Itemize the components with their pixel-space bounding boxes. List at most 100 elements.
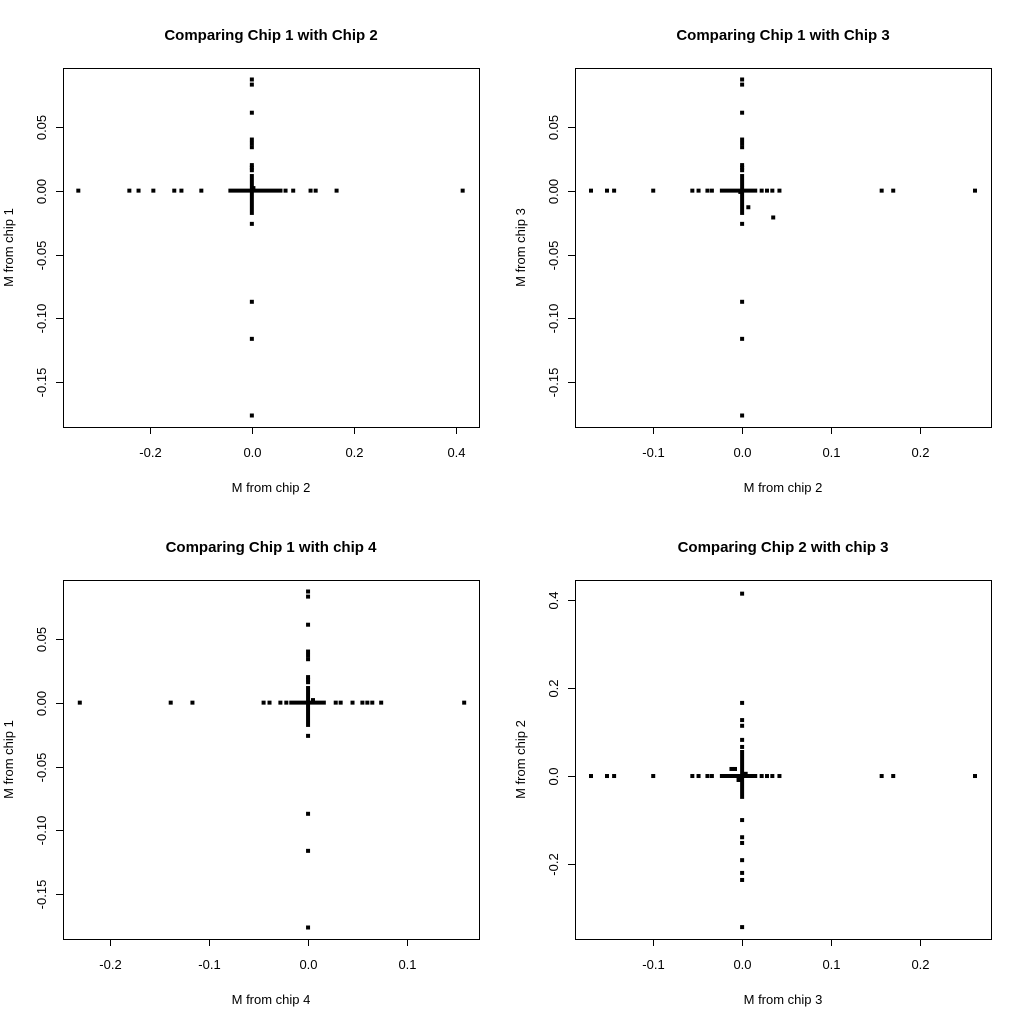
data-point <box>460 188 465 193</box>
x-tick-label: 0.2 <box>911 445 929 460</box>
y-tick-label: 0.00 <box>546 179 561 204</box>
data-point <box>759 774 764 779</box>
data-point <box>740 925 745 930</box>
y-tick-label: 0.05 <box>34 627 49 652</box>
data-point <box>973 188 977 193</box>
data-point <box>612 188 617 193</box>
data-point <box>765 188 769 193</box>
data-point <box>709 774 714 779</box>
y-axis-label: M from chip 3 <box>513 208 528 287</box>
x-tick-label: 0.0 <box>733 957 751 972</box>
data-point <box>605 188 609 193</box>
x-tick-label: 0.0 <box>299 957 317 972</box>
data-point <box>249 141 254 146</box>
x-tick-label: -0.1 <box>642 445 664 460</box>
data-point <box>740 163 745 168</box>
data-point <box>765 774 769 779</box>
data-point <box>333 700 338 705</box>
y-tick-label: -0.05 <box>34 753 49 783</box>
x-tick-label: 0.2 <box>345 445 363 460</box>
data-point <box>306 675 311 680</box>
data-point <box>249 336 254 341</box>
data-point <box>291 188 296 193</box>
data-point <box>770 774 775 779</box>
data-point <box>740 744 745 749</box>
x-tick-label: 0.1 <box>822 957 840 972</box>
y-tick-label: -0.2 <box>546 853 561 875</box>
data-point <box>705 188 710 193</box>
x-tick-label: -0.1 <box>198 957 220 972</box>
x-tick-label: 0.0 <box>733 445 751 460</box>
y-tick-label: 0.00 <box>34 691 49 716</box>
data-point <box>249 82 254 87</box>
data-point <box>740 877 745 882</box>
data-point <box>740 82 745 87</box>
x-tick-label: -0.2 <box>139 445 161 460</box>
y-tick-label: 0.00 <box>34 179 49 204</box>
y-tick-label: 0.4 <box>546 591 561 609</box>
data-point <box>284 700 289 705</box>
y-axis-label: M from chip 1 <box>1 720 16 799</box>
data-point <box>589 188 593 193</box>
data-point <box>891 188 896 193</box>
y-tick-label: -0.15 <box>34 880 49 910</box>
data-point <box>350 700 355 705</box>
data-point <box>740 718 745 723</box>
data-point <box>777 774 782 779</box>
panel-title: Comparing Chip 1 with chip 4 <box>166 539 378 556</box>
data-point <box>172 188 177 193</box>
data-point <box>306 733 311 738</box>
data-point <box>306 589 311 594</box>
data-point <box>283 188 288 193</box>
data-point <box>278 700 283 705</box>
x-tick-label: 0.0 <box>243 445 261 460</box>
data-point <box>267 700 272 705</box>
data-point <box>306 649 311 654</box>
data-point <box>973 774 977 779</box>
y-tick-label: -0.05 <box>546 241 561 271</box>
data-point <box>612 774 617 779</box>
x-axis-label: M from chip 2 <box>744 480 823 495</box>
data-point <box>740 870 745 875</box>
plot-frame <box>63 68 480 428</box>
data-point <box>740 818 745 823</box>
data-point <box>249 221 254 226</box>
panel-3: Comparing Chip 1 with chip 4-0.2 -0.1 0.0 0… <box>1 539 480 1007</box>
data-point <box>306 622 311 627</box>
y-tick-label: 0.0 <box>546 767 561 785</box>
data-point <box>199 188 204 193</box>
data-point <box>651 188 656 193</box>
data-point <box>740 737 745 742</box>
x-tick-label: 0.4 <box>447 445 465 460</box>
data-point <box>249 168 254 173</box>
y-tick-label: -0.10 <box>34 304 49 334</box>
data-point <box>379 700 384 705</box>
y-axis-label: M from chip 1 <box>1 208 16 287</box>
panel-2: Comparing Chip 1 with Chip 3 -0.1 0.0 0.1 0.… <box>513 27 992 495</box>
data-point <box>891 774 896 779</box>
data-point <box>313 188 318 193</box>
data-point <box>746 205 751 210</box>
data-point <box>736 777 741 782</box>
y-tick-label: -0.15 <box>546 368 561 398</box>
data-point <box>249 299 254 304</box>
data-point <box>740 835 745 840</box>
data-point <box>740 145 745 150</box>
data-point <box>249 110 254 115</box>
data-point <box>306 653 311 658</box>
data-point <box>306 594 311 599</box>
data-point <box>740 336 745 341</box>
panel-1: Comparing Chip 1 with Chip 2 -0.2 0.0 0.2 0.… <box>1 27 480 495</box>
data-point <box>462 700 467 705</box>
x-axis-label: M from chip 4 <box>232 992 311 1007</box>
x-axis-label: M from chip 3 <box>744 992 823 1007</box>
data-point <box>251 186 256 191</box>
data-point <box>249 145 254 150</box>
data-point <box>338 700 343 705</box>
y-axis-label: M from chip 2 <box>513 720 528 799</box>
data-point <box>705 774 710 779</box>
y-tick-label: -0.10 <box>546 304 561 334</box>
data-point <box>360 700 365 705</box>
data-point <box>249 165 254 170</box>
